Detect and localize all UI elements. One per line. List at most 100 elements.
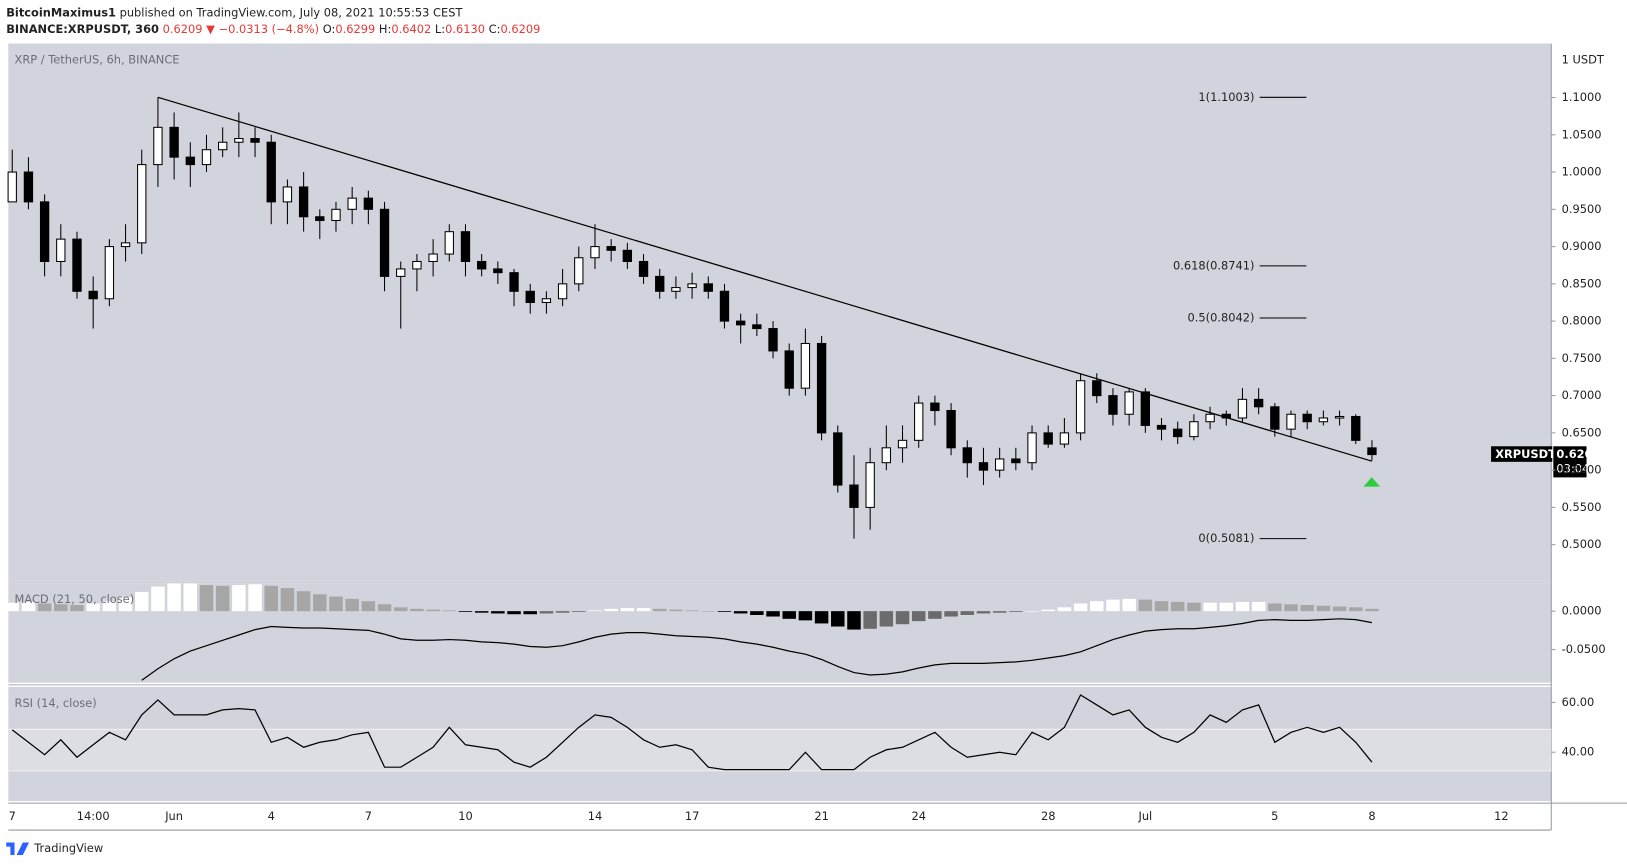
candle-body xyxy=(833,432,843,486)
y-tick-label: 0.0000 xyxy=(1562,604,1602,618)
candle-body xyxy=(153,126,163,166)
x-tick-label: 28 xyxy=(1041,809,1056,823)
y-tick-label: 1.1000 xyxy=(1562,90,1602,104)
macd-histogram-bar xyxy=(701,611,716,612)
candle-body xyxy=(1075,380,1086,434)
candle-body xyxy=(1043,432,1053,445)
macd-histogram-bar xyxy=(393,607,408,612)
candle-body xyxy=(622,249,633,263)
y-tick-label: -0.0500 xyxy=(1562,642,1606,656)
macd-histogram-bar xyxy=(264,585,278,612)
rsi-band xyxy=(8,729,1552,771)
x-tick-label: Jun xyxy=(164,809,183,823)
candle-body xyxy=(525,290,535,303)
macd-histogram-bar xyxy=(669,609,683,612)
candle-body xyxy=(1334,415,1345,419)
candle-body xyxy=(865,462,875,508)
candle-body xyxy=(703,283,713,292)
macd-histogram-bar xyxy=(1332,606,1347,612)
macd-histogram-bar xyxy=(1187,602,1201,612)
y-tick-label: 0.7500 xyxy=(1562,351,1602,365)
candle-body xyxy=(962,447,972,464)
macd-histogram-bar xyxy=(491,611,505,614)
macd-histogram-bar xyxy=(5,602,19,612)
candle-body xyxy=(1367,447,1377,456)
macd-histogram-bar xyxy=(1057,607,1072,612)
macd-histogram-bar xyxy=(1009,611,1023,612)
published: published on TradingView.com, July 08, 2… xyxy=(116,5,462,19)
y-tick-label: 0.6000 xyxy=(1562,463,1602,477)
x-tick-label: 5 xyxy=(1271,809,1278,823)
o-val: 0.6299 xyxy=(335,22,375,36)
candle-body xyxy=(1237,398,1248,419)
candle-body xyxy=(169,126,179,158)
logo-mark xyxy=(16,842,30,855)
candle-body xyxy=(638,260,649,277)
candle-body xyxy=(1189,421,1199,438)
c-val: 0.6209 xyxy=(501,22,541,36)
candle-body xyxy=(1173,428,1183,438)
macd-histogram-bar xyxy=(863,611,877,629)
macd-histogram-bar xyxy=(102,601,117,612)
macd-histogram-bar xyxy=(847,611,861,630)
x-tick-label: 8 xyxy=(1368,809,1375,823)
macd-histogram-bar xyxy=(458,611,473,612)
candle-body xyxy=(800,342,811,389)
fib-label: 0.5(0.8042) xyxy=(1188,310,1255,324)
macd-histogram-bar xyxy=(572,611,586,612)
candle-body xyxy=(590,246,600,259)
x-tick-label: Jul xyxy=(1137,809,1152,823)
fib-label: 1(1.1003) xyxy=(1198,90,1254,104)
symbol: BINANCE:XRPUSDT, 360 xyxy=(6,22,159,36)
candle-body xyxy=(671,287,681,292)
macd-histogram-bar xyxy=(620,608,635,612)
macd-histogram-bar xyxy=(296,591,311,612)
candle-body xyxy=(428,253,438,263)
macd-histogram-bar xyxy=(911,611,926,622)
c-key: C: xyxy=(489,22,501,36)
y-tick-label: 0.5000 xyxy=(1562,537,1602,551)
y-tick-label: 1.0500 xyxy=(1562,127,1602,141)
candle-body xyxy=(687,283,697,289)
macd-histogram-bar xyxy=(1349,607,1363,612)
macd-histogram-bar xyxy=(280,588,295,612)
x-tick-label: 14 xyxy=(588,809,603,823)
macd-histogram-bar xyxy=(1025,611,1039,612)
candle-body xyxy=(476,260,487,270)
macd-histogram-bar xyxy=(21,601,36,612)
macd-histogram-bar xyxy=(636,608,651,612)
macd-histogram-bar xyxy=(151,586,165,612)
author: BitcoinMaximus1 xyxy=(6,5,116,19)
candle-body xyxy=(1108,395,1118,415)
candle-body xyxy=(574,257,584,285)
byline: BitcoinMaximus1 published on TradingView… xyxy=(6,5,462,19)
macd-histogram-bar xyxy=(539,611,554,614)
l-key: L: xyxy=(435,22,445,36)
fib-label: 0.618(0.8741) xyxy=(1173,258,1254,272)
candle-body xyxy=(1351,415,1361,441)
candle-body xyxy=(72,238,82,292)
l-val: 0.6130 xyxy=(445,22,485,36)
macd-histogram-bar xyxy=(814,611,829,624)
macd-histogram-bar xyxy=(134,591,149,612)
macd-histogram-bar xyxy=(798,611,813,621)
macd-histogram-bar xyxy=(1284,604,1298,612)
macd-histogram-bar xyxy=(1154,601,1169,612)
candle-body xyxy=(23,171,34,203)
macd-histogram-bar xyxy=(782,611,796,619)
macd-histogram-bar xyxy=(1138,599,1153,612)
candle-body xyxy=(1011,458,1021,464)
macd-histogram-bar xyxy=(232,585,246,612)
macd-histogram-bar xyxy=(685,610,699,612)
candle-body xyxy=(784,350,794,389)
macd-histogram-bar xyxy=(960,611,975,615)
candle-body xyxy=(557,283,568,300)
macd-histogram-bar xyxy=(604,608,618,612)
candle-body xyxy=(201,149,212,166)
x-tick-label: 12 xyxy=(1494,809,1509,823)
y-tick-label: 0.9500 xyxy=(1562,202,1602,216)
macd-histogram-bar xyxy=(1170,601,1185,612)
macd-histogram-bar xyxy=(733,611,748,614)
macd-histogram-bar xyxy=(183,583,198,612)
